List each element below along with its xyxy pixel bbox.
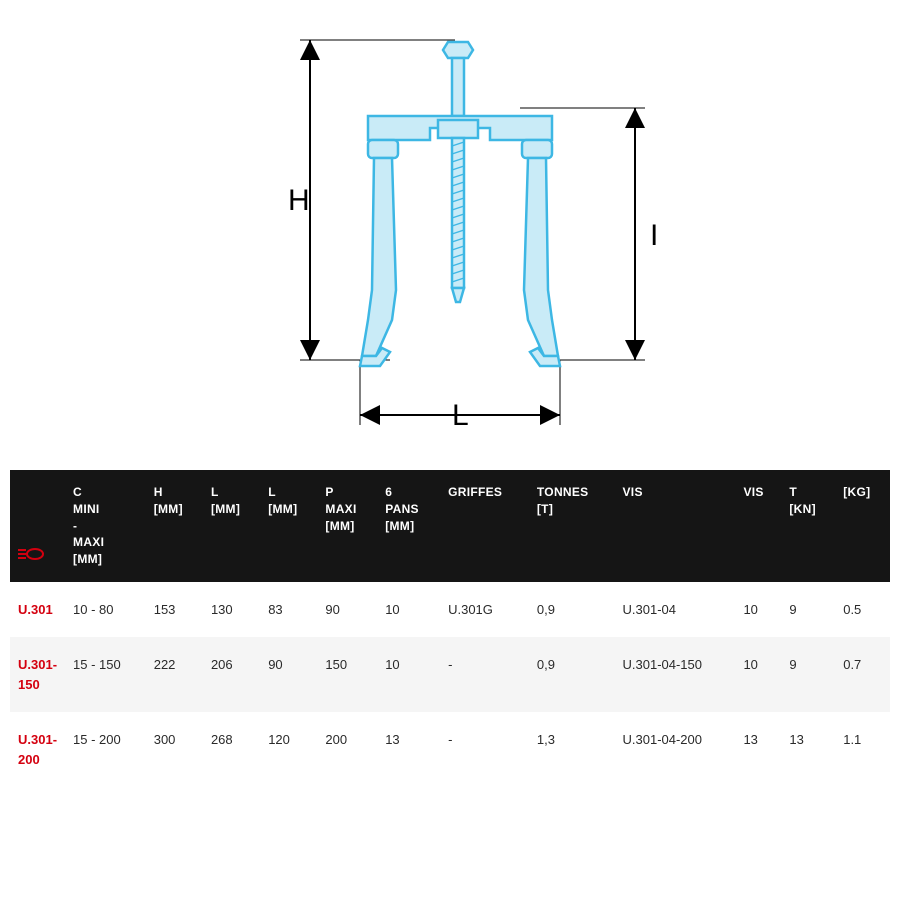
cell-l2: 90 <box>260 637 317 712</box>
cell-p: 90 <box>317 582 377 638</box>
cell-vis1: U.301-04-200 <box>615 712 736 787</box>
cell-c: 10 - 80 <box>65 582 146 638</box>
col-h: H[MM] <box>146 470 203 582</box>
table-row: U.301-200 15 - 200 300 268 120 200 13 - … <box>10 712 890 787</box>
cell-tonnes: 1,3 <box>529 712 615 787</box>
cell-tonnes: 0,9 <box>529 637 615 712</box>
cell-vis2: 10 <box>735 582 781 638</box>
spec-table-head: CMINI-MAXI[MM] H[MM] L[MM] L[MM] PMAXI[M… <box>10 470 890 582</box>
table-row: U.301 10 - 80 153 130 83 90 10 U.301G 0,… <box>10 582 890 638</box>
puller-diagram: H I L <box>190 20 710 450</box>
cell-vis1: U.301-04 <box>615 582 736 638</box>
spec-table-body: U.301 10 - 80 153 130 83 90 10 U.301G 0,… <box>10 582 890 788</box>
cell-t: 9 <box>781 582 835 638</box>
cell-pans: 10 <box>377 582 440 638</box>
cell-id: U.301 <box>10 582 65 638</box>
cell-l2: 120 <box>260 712 317 787</box>
col-pans: 6PANS[MM] <box>377 470 440 582</box>
dim-i-label: I <box>650 219 658 252</box>
table-row: U.301-150 15 - 150 222 206 90 150 10 - 0… <box>10 637 890 712</box>
dim-h-label: H <box>288 184 310 217</box>
col-kg: [KG] <box>835 470 890 582</box>
cell-t: 9 <box>781 637 835 712</box>
cell-pans: 13 <box>377 712 440 787</box>
cell-vis2: 13 <box>735 712 781 787</box>
brand-icon <box>18 547 44 561</box>
cell-kg: 0.7 <box>835 637 890 712</box>
col-griffes: GRIFFES <box>440 470 529 582</box>
col-tonnes: TONNES[T] <box>529 470 615 582</box>
col-vis2: VIS <box>735 470 781 582</box>
col-p: PMAXI[MM] <box>317 470 377 582</box>
cell-vis2: 10 <box>735 637 781 712</box>
puller-body <box>360 42 560 366</box>
cell-tonnes: 0,9 <box>529 582 615 638</box>
spec-table: CMINI-MAXI[MM] H[MM] L[MM] L[MM] PMAXI[M… <box>10 470 890 787</box>
cell-kg: 1.1 <box>835 712 890 787</box>
cell-pans: 10 <box>377 637 440 712</box>
col-icon <box>10 470 65 582</box>
cell-vis1: U.301-04-150 <box>615 637 736 712</box>
cell-griffes: U.301G <box>440 582 529 638</box>
cell-c: 15 - 150 <box>65 637 146 712</box>
cell-h: 153 <box>146 582 203 638</box>
cell-kg: 0.5 <box>835 582 890 638</box>
col-t: T[KN] <box>781 470 835 582</box>
diagram-area: H I L <box>0 0 900 470</box>
col-vis1: VIS <box>615 470 736 582</box>
col-l1: L[MM] <box>203 470 260 582</box>
cell-h: 222 <box>146 637 203 712</box>
dim-l-label: L <box>452 399 469 432</box>
cell-id: U.301-200 <box>10 712 65 787</box>
cell-griffes: - <box>440 712 529 787</box>
cell-l1: 206 <box>203 637 260 712</box>
cell-h: 300 <box>146 712 203 787</box>
cell-l1: 268 <box>203 712 260 787</box>
col-c: CMINI-MAXI[MM] <box>65 470 146 582</box>
cell-griffes: - <box>440 637 529 712</box>
cell-l1: 130 <box>203 582 260 638</box>
cell-p: 150 <box>317 637 377 712</box>
cell-c: 15 - 200 <box>65 712 146 787</box>
cell-id: U.301-150 <box>10 637 65 712</box>
col-l2: L[MM] <box>260 470 317 582</box>
cell-p: 200 <box>317 712 377 787</box>
cell-l2: 83 <box>260 582 317 638</box>
cell-t: 13 <box>781 712 835 787</box>
